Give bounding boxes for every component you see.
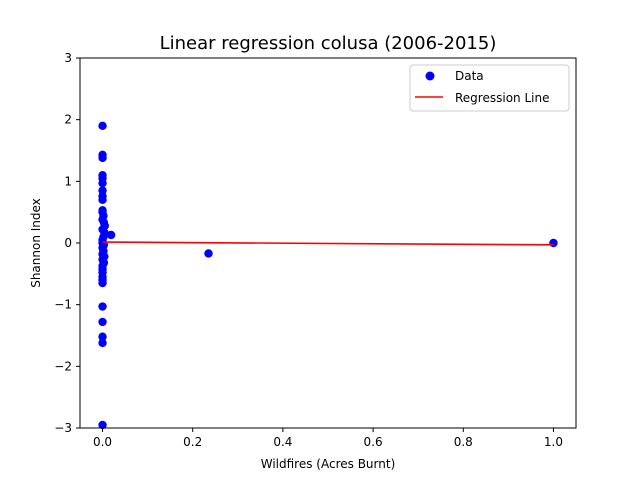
data-point [98, 278, 107, 288]
y-tick-label: 1 [64, 174, 72, 188]
data-point [106, 230, 116, 240]
y-tick-label: 2 [64, 113, 72, 127]
data-point [98, 178, 107, 188]
x-tick-label: 0.2 [183, 435, 202, 449]
legend-frame [409, 64, 570, 112]
y-tick-label: 3 [64, 51, 72, 65]
data-point [98, 153, 107, 163]
data-point [549, 238, 558, 248]
data-point [204, 249, 213, 258]
y-tick-label: −1 [54, 298, 72, 312]
data-point [98, 317, 107, 327]
x-tick-label: 0.4 [273, 435, 292, 449]
x-tick-label: 1.0 [544, 435, 563, 449]
x-tick-label: 0.6 [364, 435, 383, 449]
data-point [98, 302, 107, 311]
legend-label-regression-line: Regression Line [455, 91, 549, 105]
regression-line [102, 241, 554, 246]
data-point [98, 338, 107, 348]
data-point [98, 332, 107, 341]
legend-marker-data [425, 71, 435, 81]
x-tick-label: 0.0 [93, 435, 112, 449]
data-point [98, 121, 107, 131]
chart-title: Linear regression colusa (2006-2015) [160, 33, 497, 54]
y-axis-label: Shannon Index [29, 198, 43, 288]
x-axis-label: Wildfires (Acres Burnt) [261, 457, 396, 471]
data-point [98, 420, 107, 430]
legend-label-data: Data [455, 69, 484, 83]
data-point [98, 195, 107, 205]
y-tick-label: −2 [54, 359, 72, 373]
y-tick-label: −3 [54, 421, 72, 435]
x-tick-label: 0.8 [454, 435, 473, 449]
y-tick-label: 0 [64, 236, 72, 250]
legend: Data Regression Line [409, 64, 570, 112]
